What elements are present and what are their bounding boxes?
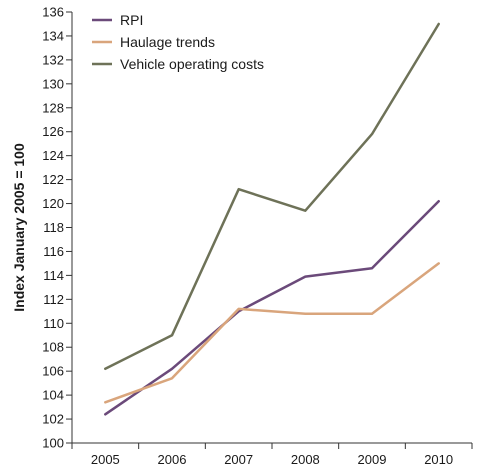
x-tick-label: 2006 — [158, 452, 187, 467]
y-tick-label: 102 — [42, 412, 64, 427]
series-line-haulage-trends — [104, 262, 440, 404]
x-tick-label: 2010 — [424, 452, 453, 467]
y-tick-label: 126 — [42, 124, 64, 139]
series-line-vehicle-operating-costs — [104, 22, 440, 371]
legend-label: Haulage trends — [120, 34, 215, 50]
y-tick-label: 128 — [42, 100, 64, 115]
y-tick-label: 112 — [43, 292, 64, 307]
y-tick-label: 100 — [42, 436, 64, 451]
y-tick-label: 106 — [42, 364, 64, 379]
legend-label: RPI — [120, 12, 143, 28]
y-tick-label: 118 — [43, 220, 64, 235]
y-tick-label: 130 — [42, 76, 64, 91]
y-tick-label: 104 — [42, 388, 64, 403]
y-tick-label: 110 — [43, 316, 64, 331]
y-tick-label: 108 — [42, 340, 64, 355]
y-tick-label: 116 — [43, 244, 64, 259]
y-axis-title: Index January 2005 = 100 — [11, 143, 27, 312]
y-tick-label: 132 — [42, 52, 64, 67]
x-tick-label: 2009 — [358, 452, 387, 467]
y-tick-label: 124 — [42, 148, 64, 163]
series-line-rpi — [104, 199, 440, 416]
y-tick-label: 114 — [43, 268, 64, 283]
y-tick-label: 136 — [42, 5, 64, 20]
x-tick-label: 2007 — [224, 452, 253, 467]
y-tick-label: 134 — [42, 28, 64, 43]
y-tick-label: 120 — [42, 196, 64, 211]
legend-label: Vehicle operating costs — [120, 56, 264, 72]
x-tick-label: 2008 — [291, 452, 320, 467]
x-tick-label: 2005 — [91, 452, 120, 467]
y-tick-label: 122 — [42, 172, 64, 187]
